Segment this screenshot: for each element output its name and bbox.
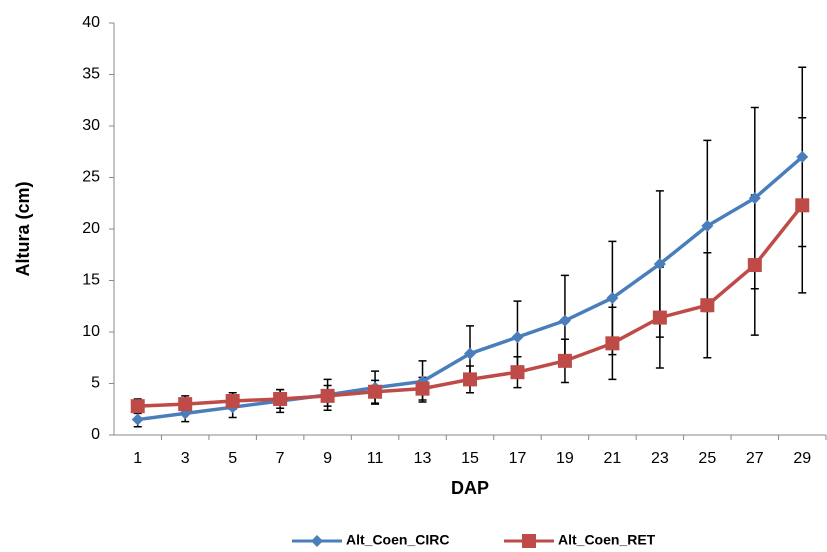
marker <box>701 219 714 232</box>
x-axis-label: DAP <box>451 478 489 498</box>
marker <box>747 258 762 273</box>
marker <box>510 365 525 380</box>
marker <box>700 298 715 313</box>
marker <box>131 413 144 426</box>
x-tick-label: 27 <box>746 450 764 467</box>
x-tick-label: 29 <box>793 450 811 467</box>
x-tick-label: 1 <box>133 450 142 467</box>
marker <box>130 399 145 414</box>
y-axis-label: Altura (cm) <box>13 181 33 276</box>
marker <box>463 372 477 387</box>
marker <box>522 534 536 548</box>
x-tick-label: 7 <box>276 450 285 467</box>
x-tick-label: 21 <box>604 450 622 467</box>
x-tick-label: 5 <box>228 450 237 467</box>
marker <box>511 331 524 344</box>
y-tick-label: 5 <box>91 375 100 392</box>
y-tick-label: 25 <box>82 169 100 186</box>
marker <box>605 336 620 351</box>
y-tick-label: 10 <box>82 323 100 340</box>
y-tick-label: 20 <box>82 220 100 237</box>
x-tick-label: 13 <box>414 450 432 467</box>
marker <box>273 391 288 406</box>
marker <box>748 192 761 205</box>
y-tick-label: 35 <box>82 66 100 83</box>
marker <box>464 347 476 360</box>
marker <box>311 535 323 547</box>
marker <box>652 310 667 325</box>
marker <box>178 397 193 412</box>
x-tick-label: 23 <box>651 450 669 467</box>
marker <box>320 388 335 403</box>
marker <box>558 314 571 327</box>
legend-label: Alt_Coen_RET <box>558 532 656 548</box>
y-tick-label: 0 <box>91 426 100 443</box>
x-tick-label: 3 <box>181 450 190 467</box>
y-tick-label: 15 <box>82 272 100 289</box>
y-tick-label: 30 <box>82 117 100 134</box>
marker <box>415 381 430 396</box>
marker <box>368 384 383 399</box>
x-tick-label: 19 <box>556 450 574 467</box>
marker <box>557 353 572 368</box>
x-tick-label: 15 <box>461 450 479 467</box>
marker <box>225 394 240 409</box>
marker <box>796 150 809 163</box>
legend-label: Alt_Coen_CIRC <box>346 532 449 548</box>
y-tick-label: 40 <box>82 14 100 31</box>
x-tick-label: 9 <box>323 450 332 467</box>
marker <box>795 198 810 213</box>
x-tick-label: 25 <box>698 450 716 467</box>
x-tick-label: 17 <box>509 450 527 467</box>
marker <box>653 258 666 271</box>
x-tick-label: 11 <box>367 450 384 467</box>
marker <box>606 292 619 305</box>
